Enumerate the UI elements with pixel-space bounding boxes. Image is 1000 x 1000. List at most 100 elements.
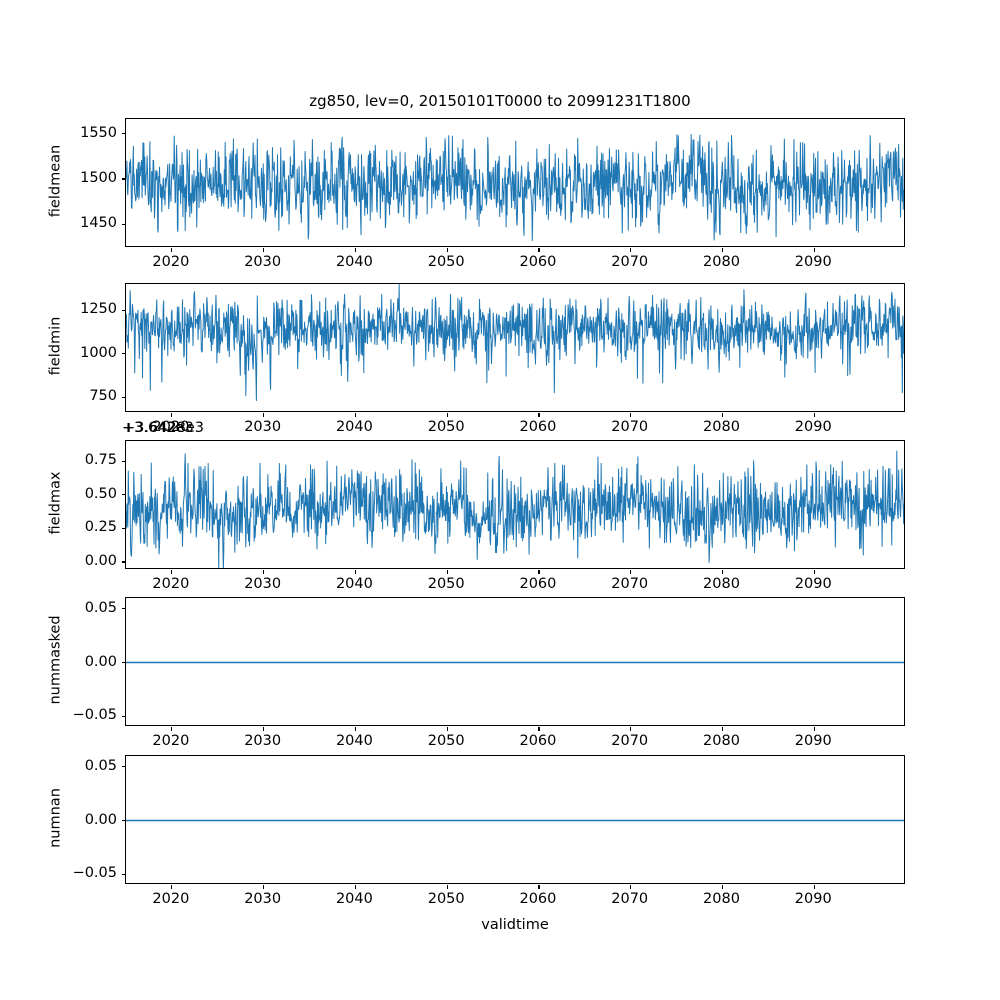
x-tick-mark-nummasked-2 (354, 727, 356, 731)
series-line-fieldmean (126, 134, 904, 242)
x-tick-mark-fieldmean-5 (630, 248, 632, 252)
plot-surface-fieldmax (126, 441, 904, 568)
y-tick-mark-fieldmin-2 (122, 309, 126, 311)
x-tick-mark-fieldmax-7 (813, 570, 815, 574)
y-axis-label-fieldmean: fieldmean (47, 144, 63, 217)
x-tick-mark-numnan-1 (263, 885, 265, 889)
y-tick-label-fieldmax-2: 0.50 (84, 485, 117, 502)
x-tick-mark-nummasked-4 (538, 727, 540, 731)
x-tick-label-fieldmax-1: 2030 (244, 576, 282, 592)
x-tick-label-nummasked-1: 2030 (244, 733, 282, 749)
x-tick-mark-fieldmax-1 (263, 570, 265, 574)
x-tick-mark-fieldmin-0 (171, 413, 173, 417)
x-tick-label-fieldmax-4: 2060 (519, 576, 557, 592)
y-tick-mark-nummasked-0 (122, 715, 126, 717)
y-tick-mark-fieldmin-1 (122, 353, 126, 355)
x-tick-label-fieldmin-4: 2060 (519, 419, 557, 435)
plot-panel-fieldmean (122, 118, 905, 252)
x-tick-mark-fieldmax-0 (171, 570, 173, 574)
y-tick-mark-fieldmax-3 (122, 460, 126, 462)
x-tick-label-numnan-1: 2030 (244, 891, 282, 907)
y-tick-label-fieldmean-0: 1450 (80, 215, 117, 232)
y-axis-label-numnan: numnan (47, 787, 63, 848)
y-tick-mark-nummasked-1 (122, 662, 126, 664)
x-tick-mark-fieldmin-4 (538, 413, 540, 417)
x-tick-label-fieldmin-2: 2040 (335, 419, 373, 435)
x-tick-label-nummasked-0: 2020 (152, 733, 190, 749)
x-tick-mark-fieldmean-4 (538, 248, 540, 252)
x-tick-mark-numnan-0 (171, 885, 173, 889)
x-tick-label-fieldmean-1: 2030 (244, 254, 282, 270)
y-tick-label-nummasked-2: 0.05 (84, 599, 117, 616)
x-tick-mark-numnan-4 (538, 885, 540, 889)
axis-offset-text-fieldmax-1: +3.6428e3 (123, 420, 205, 436)
series-line-numnan (126, 819, 904, 822)
x-tick-label-fieldmax-3: 2050 (427, 576, 465, 592)
x-tick-mark-numnan-7 (813, 885, 815, 889)
x-tick-mark-nummasked-6 (721, 727, 724, 731)
y-tick-label-numnan-0: −0.05 (72, 865, 117, 882)
x-tick-label-fieldmean-0: 2020 (152, 254, 190, 270)
x-tick-mark-numnan-3 (446, 885, 448, 889)
y-tick-mark-fieldmax-2 (122, 494, 126, 496)
x-tick-label-nummasked-6: 2080 (703, 733, 740, 749)
x-tick-label-numnan-2: 2040 (335, 891, 373, 907)
y-tick-mark-numnan-1 (122, 820, 126, 822)
plot-surface-numnan (126, 756, 904, 883)
x-tick-label-nummasked-2: 2040 (335, 733, 373, 749)
x-tick-mark-fieldmin-6 (721, 413, 724, 417)
y-tick-mark-fieldmean-0 (122, 223, 126, 225)
x-tick-mark-fieldmean-1 (263, 248, 265, 252)
y-tick-label-nummasked-0: −0.05 (72, 707, 117, 724)
x-tick-label-numnan-7: 2090 (794, 891, 832, 907)
y-tick-label-fieldmean-2: 1550 (80, 124, 117, 141)
series-line-fieldmin (126, 284, 904, 402)
x-tick-mark-nummasked-0 (171, 727, 173, 731)
x-tick-label-fieldmax-0: 2020 (152, 576, 190, 592)
x-tick-mark-nummasked-3 (446, 727, 448, 731)
x-tick-mark-nummasked-1 (263, 727, 265, 731)
x-tick-label-fieldmean-3: 2050 (427, 254, 465, 270)
x-tick-label-nummasked-4: 2060 (519, 733, 557, 749)
axis-offset-text-fieldmax-0: +3.642e3 (122, 420, 194, 436)
x-tick-label-fieldmean-6: 2080 (703, 254, 740, 270)
y-tick-label-fieldmax-1: 0.25 (84, 519, 117, 536)
series-line-fieldmax (126, 450, 904, 568)
series-line-nummasked (126, 661, 904, 664)
y-tick-label-numnan-1: 0.00 (84, 811, 117, 828)
x-tick-mark-fieldmax-5 (630, 570, 632, 574)
x-tick-label-numnan-4: 2060 (519, 891, 557, 907)
x-tick-mark-fieldmax-2 (354, 570, 356, 574)
x-tick-label-nummasked-3: 2050 (427, 733, 465, 749)
x-tick-label-fieldmax-2: 2040 (335, 576, 373, 592)
x-tick-label-fieldmean-5: 2070 (611, 254, 649, 270)
y-tick-label-fieldmin-0: 750 (89, 388, 117, 405)
figure-title: zg850, lev=0, 20150101T0000 to 20991231T… (309, 92, 691, 110)
x-tick-mark-fieldmin-5 (630, 413, 632, 417)
x-tick-label-fieldmin-1: 2030 (244, 419, 282, 435)
x-tick-label-fieldmin-5: 2070 (611, 419, 649, 435)
x-tick-mark-fieldmin-2 (354, 413, 356, 417)
y-tick-mark-fieldmean-2 (122, 133, 126, 135)
y-tick-mark-fieldmax-0 (122, 561, 126, 563)
x-tick-mark-numnan-6 (721, 885, 724, 889)
x-tick-label-fieldmean-4: 2060 (519, 254, 557, 270)
x-tick-label-fieldmax-6: 2080 (703, 576, 740, 592)
x-tick-mark-fieldmax-3 (446, 570, 448, 574)
x-tick-mark-numnan-2 (354, 885, 356, 889)
x-tick-mark-fieldmean-3 (446, 248, 448, 252)
x-tick-mark-fieldmean-0 (171, 248, 173, 252)
x-axis-label: validtime (481, 917, 549, 933)
x-tick-mark-nummasked-7 (813, 727, 815, 731)
plot-panel-numnan (122, 755, 905, 889)
x-tick-label-fieldmean-7: 2090 (794, 254, 832, 270)
x-tick-label-nummasked-5: 2070 (611, 733, 649, 749)
plot-surface-fieldmin (126, 284, 904, 411)
x-tick-mark-fieldmax-6 (721, 570, 724, 574)
x-tick-label-numnan-3: 2050 (427, 891, 465, 907)
y-tick-mark-fieldmin-0 (122, 396, 126, 398)
y-tick-mark-fieldmean-1 (122, 178, 126, 180)
x-tick-mark-fieldmin-7 (813, 413, 815, 417)
plot-surface-nummasked (126, 598, 904, 725)
